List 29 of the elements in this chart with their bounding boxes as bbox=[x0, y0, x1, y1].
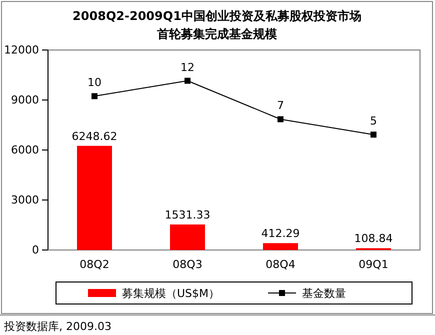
bar bbox=[77, 146, 112, 250]
legend-label: 基金数量 bbox=[302, 287, 346, 300]
chart-subtitle: 首轮募集完成基金规模 bbox=[156, 27, 277, 41]
y-tick-label: 9000 bbox=[11, 94, 39, 107]
bar bbox=[263, 243, 298, 250]
chart-title: 2008Q2-2009Q1中国创业投资及私募股权投资市场 bbox=[72, 9, 362, 23]
bar bbox=[170, 224, 205, 250]
data-label: 12 bbox=[180, 60, 194, 74]
data-label: 6248.62 bbox=[72, 130, 118, 143]
point bbox=[278, 116, 284, 122]
point bbox=[92, 93, 98, 100]
y-tick-label: 12000 bbox=[4, 44, 39, 57]
x-tick-label: 08Q2 bbox=[80, 258, 110, 271]
data-label: 108.84 bbox=[354, 232, 393, 246]
data-label: 412.29 bbox=[261, 227, 300, 240]
legend-label: 募集规模（US$M） bbox=[122, 287, 220, 300]
data-label: 7 bbox=[277, 99, 284, 112]
x-tick-label: 08Q4 bbox=[266, 258, 296, 271]
y-tick-label: 3000 bbox=[11, 194, 39, 207]
x-tick-label: 09Q1 bbox=[358, 258, 388, 271]
data-label: 1531.33 bbox=[164, 208, 210, 222]
point bbox=[184, 78, 190, 84]
data-label: 5 bbox=[370, 114, 377, 128]
text: 投资数据库, 2009.03 bbox=[3, 320, 112, 333]
point bbox=[370, 132, 376, 138]
x-tick-label: 08Q3 bbox=[172, 258, 202, 271]
y-tick-label: 0 bbox=[32, 244, 39, 257]
y-tick-label: 6000 bbox=[11, 144, 39, 157]
data-label: 10 bbox=[88, 76, 102, 90]
